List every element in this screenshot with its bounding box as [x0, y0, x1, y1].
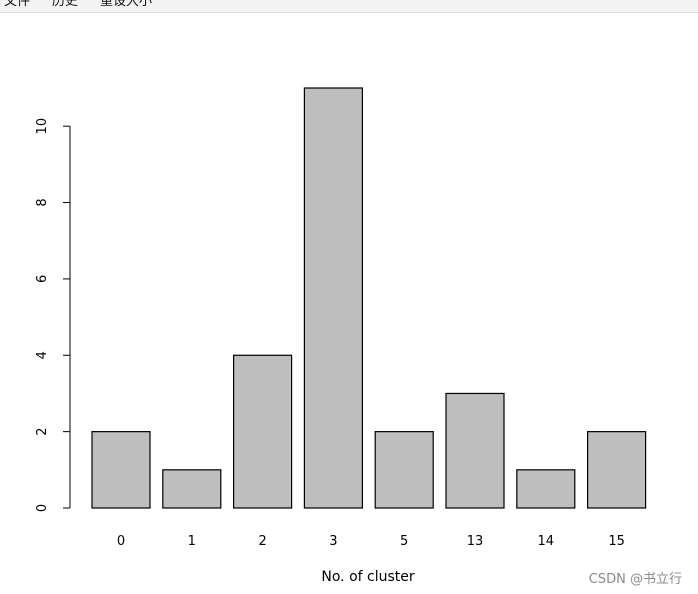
y-tick-label-4: 4 — [35, 351, 50, 359]
y-tick-label-10: 10 — [35, 118, 50, 135]
x-tick-label-13: 13 — [467, 534, 484, 549]
y-tick-label-8: 8 — [35, 198, 50, 206]
x-tick-label-3: 3 — [329, 534, 337, 549]
x-axis-label: No. of cluster — [321, 569, 414, 585]
bar-1 — [162, 469, 222, 509]
bar-15 — [586, 431, 647, 509]
watermark: CSDN @书立行 — [588, 572, 682, 587]
menu-resize[interactable]: 重设大小 — [100, 0, 153, 9]
x-tick-label-15: 15 — [608, 534, 625, 549]
y-tick-label-0: 0 — [35, 504, 50, 512]
menu-bar: 文件 历史 重设大小 — [0, 0, 698, 13]
y-tick-label-6: 6 — [35, 275, 50, 283]
bar-2 — [233, 354, 293, 509]
bar-0 — [91, 431, 151, 509]
y-tick-label-2: 2 — [35, 427, 50, 435]
bar-13 — [445, 392, 505, 509]
bar-3 — [303, 87, 363, 509]
bar-5 — [374, 431, 434, 509]
x-tick-label-2: 2 — [258, 534, 266, 549]
menu-history[interactable]: 历史 — [52, 0, 79, 9]
bar-14 — [516, 469, 576, 509]
menu-file[interactable]: 文件 — [4, 0, 31, 9]
x-tick-label-1: 1 — [188, 534, 196, 549]
x-tick-label-5: 5 — [400, 534, 408, 549]
x-tick-label-14: 14 — [538, 534, 555, 549]
x-tick-label-0: 0 — [117, 534, 125, 549]
